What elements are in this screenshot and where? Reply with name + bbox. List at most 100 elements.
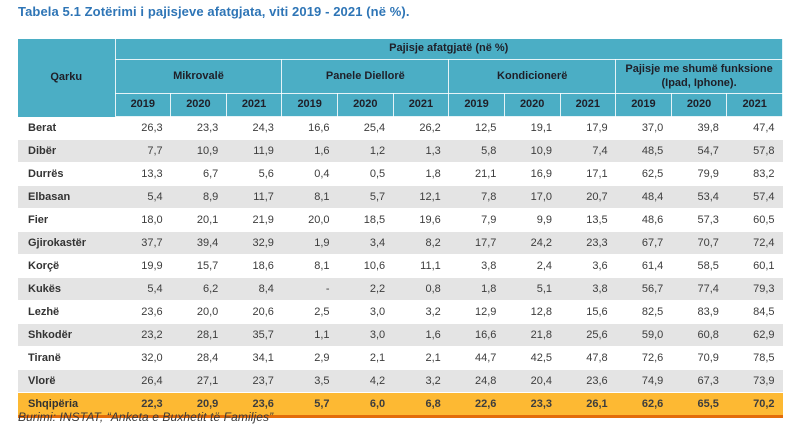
value-cell: 6,7 — [170, 162, 227, 186]
year-header: 2020 — [170, 93, 227, 117]
table-row: Korçë 19,9 15,7 18,6 8,1 10,6 11,1 3,8 2,4 3,6 61,… — [18, 254, 783, 278]
value-cell: 70,9 — [671, 346, 727, 370]
value-cell: 3,5 — [281, 369, 338, 393]
value-cell: 1,8 — [393, 162, 449, 186]
year-header: 2019 — [448, 93, 505, 117]
table-row: Shkodër 23,2 28,1 35,7 1,1 3,0 1,6 16,6 21,8 25,6… — [18, 323, 783, 347]
value-cell: 47,4 — [726, 116, 783, 140]
value-cell: 70,7 — [671, 231, 727, 255]
value-cell: 10,9 — [170, 139, 227, 163]
value-cell: 59,0 — [615, 323, 672, 347]
value-cell: 5,7 — [337, 185, 394, 209]
year-header: 2021 — [726, 93, 783, 117]
value-cell: 17,7 — [448, 231, 505, 255]
group-header-pajisje-funksione: Pajisje me shumë funksione (Ipad, Iphone… — [615, 59, 783, 94]
value-cell: 17,9 — [560, 116, 616, 140]
value-cell: 11,7 — [226, 185, 282, 209]
value-cell: 35,7 — [226, 323, 282, 347]
table-row: Gjirokastër 37,7 39,4 32,9 1,9 3,4 8,2 17,7 24,2… — [18, 231, 783, 255]
value-cell: 13,5 — [560, 208, 616, 232]
value-cell: 3,0 — [337, 300, 394, 324]
value-cell: 32,0 — [115, 346, 171, 370]
value-cell: 32,9 — [226, 231, 282, 255]
value-cell: 20,1 — [170, 208, 227, 232]
value-cell: 0,8 — [393, 277, 449, 301]
table-row: Durrës 13,3 6,7 5,6 0,4 0,5 1,8 21,1 16,9 17,1 62,… — [18, 162, 783, 186]
value-cell: 18,6 — [226, 254, 282, 278]
value-cell: 20,6 — [226, 300, 282, 324]
region-cell: Lezhë — [18, 300, 115, 324]
value-cell: 3,2 — [393, 369, 449, 393]
value-cell: 56,7 — [615, 277, 672, 301]
year-header: 2019 — [615, 93, 672, 117]
value-cell: 79,9 — [671, 162, 727, 186]
table-span-header: Pajisje afatgjatë (në %) — [114, 38, 783, 60]
span-header-row: Qarku Pajisje afatgjatë (në %) — [18, 38, 783, 117]
value-cell: 9,9 — [504, 208, 560, 232]
value-cell: 39,4 — [170, 231, 227, 255]
value-cell: 57,8 — [726, 139, 783, 163]
value-cell: 19,6 — [393, 208, 449, 232]
value-cell: 47,8 — [560, 346, 616, 370]
value-cell: 6,2 — [170, 277, 227, 301]
value-cell: 1,9 — [281, 231, 338, 255]
value-cell: 3,8 — [560, 277, 616, 301]
value-cell: 77,4 — [671, 277, 727, 301]
value-cell: 83,9 — [671, 300, 727, 324]
value-cell: 26,4 — [115, 369, 171, 393]
value-cell: 3,2 — [393, 300, 449, 324]
table-row: Kukës 5,4 6,2 8,4-2,2 0,8 1,8 5,1 3,8 56,7 77,4 79… — [18, 277, 783, 301]
value-cell: 3,8 — [448, 254, 505, 278]
value-cell: 2,9 — [281, 346, 338, 370]
value-cell: 12,1 — [393, 185, 449, 209]
group-header-row: Mikrovalë Panele Diellorë Kondicionerë P… — [18, 59, 783, 94]
region-cell: Gjirokastër — [18, 231, 115, 255]
value-cell: 12,5 — [448, 116, 505, 140]
value-cell: 7,8 — [448, 185, 505, 209]
region-cell: Kukës — [18, 277, 115, 301]
table-header: Qarku Pajisje afatgjatë (në %) Mikrovalë… — [18, 38, 783, 117]
value-cell: 2,1 — [337, 346, 394, 370]
value-cell: 24,2 — [504, 231, 560, 255]
value-cell: 65,5 — [671, 392, 727, 418]
value-cell: 0,4 — [281, 162, 338, 186]
value-cell: 28,1 — [170, 323, 227, 347]
value-cell: 8,9 — [170, 185, 227, 209]
value-cell: 61,4 — [615, 254, 672, 278]
page-title: Tabela 5.1 Zotërimi i pajisjeve afatgjat… — [18, 4, 410, 19]
value-cell: 21,8 — [504, 323, 560, 347]
value-cell: 23,7 — [226, 369, 282, 393]
value-cell: 73,9 — [726, 369, 783, 393]
year-header: 2019 — [114, 93, 172, 117]
value-cell: 1,6 — [393, 323, 449, 347]
value-cell: 20,0 — [281, 208, 338, 232]
value-cell: 7,4 — [560, 139, 616, 163]
value-cell: 8,2 — [393, 231, 449, 255]
value-cell: 74,9 — [615, 369, 672, 393]
value-cell: 62,9 — [726, 323, 783, 347]
value-cell: 2,4 — [504, 254, 560, 278]
value-cell: 82,5 — [615, 300, 672, 324]
region-cell: Durrës — [18, 162, 115, 186]
value-cell: 7,9 — [448, 208, 505, 232]
value-cell: 37,7 — [115, 231, 171, 255]
group-header-panele-diellore: Panele Diellorë — [281, 59, 450, 94]
year-header: 2020 — [503, 93, 561, 117]
value-cell: 18,0 — [115, 208, 171, 232]
year-header: 2021 — [225, 93, 283, 117]
value-cell: 67,3 — [671, 369, 727, 393]
table-row: Elbasan 5,4 8,9 11,7 8,1 5,7 12,1 7,8 17,0 20,7 48… — [18, 185, 783, 209]
value-cell: 60,5 — [726, 208, 783, 232]
value-cell: 84,5 — [726, 300, 783, 324]
value-cell: 23,3 — [504, 392, 560, 418]
value-cell: 1,8 — [448, 277, 505, 301]
value-cell: 8,1 — [281, 185, 338, 209]
value-cell: 23,6 — [115, 300, 171, 324]
value-cell: 3,6 — [560, 254, 616, 278]
value-cell: 17,0 — [504, 185, 560, 209]
region-cell: Berat — [18, 116, 115, 140]
value-cell: 1,6 — [281, 139, 338, 163]
year-header: 2021 — [392, 93, 450, 117]
table-body: Berat 26,3 23,3 24,3 16,6 25,4 26,2 12,5 19,1 17,… — [18, 116, 783, 418]
durable-goods-table-wrap: Qarku Pajisje afatgjatë (në %) Mikrovalë… — [18, 38, 783, 418]
